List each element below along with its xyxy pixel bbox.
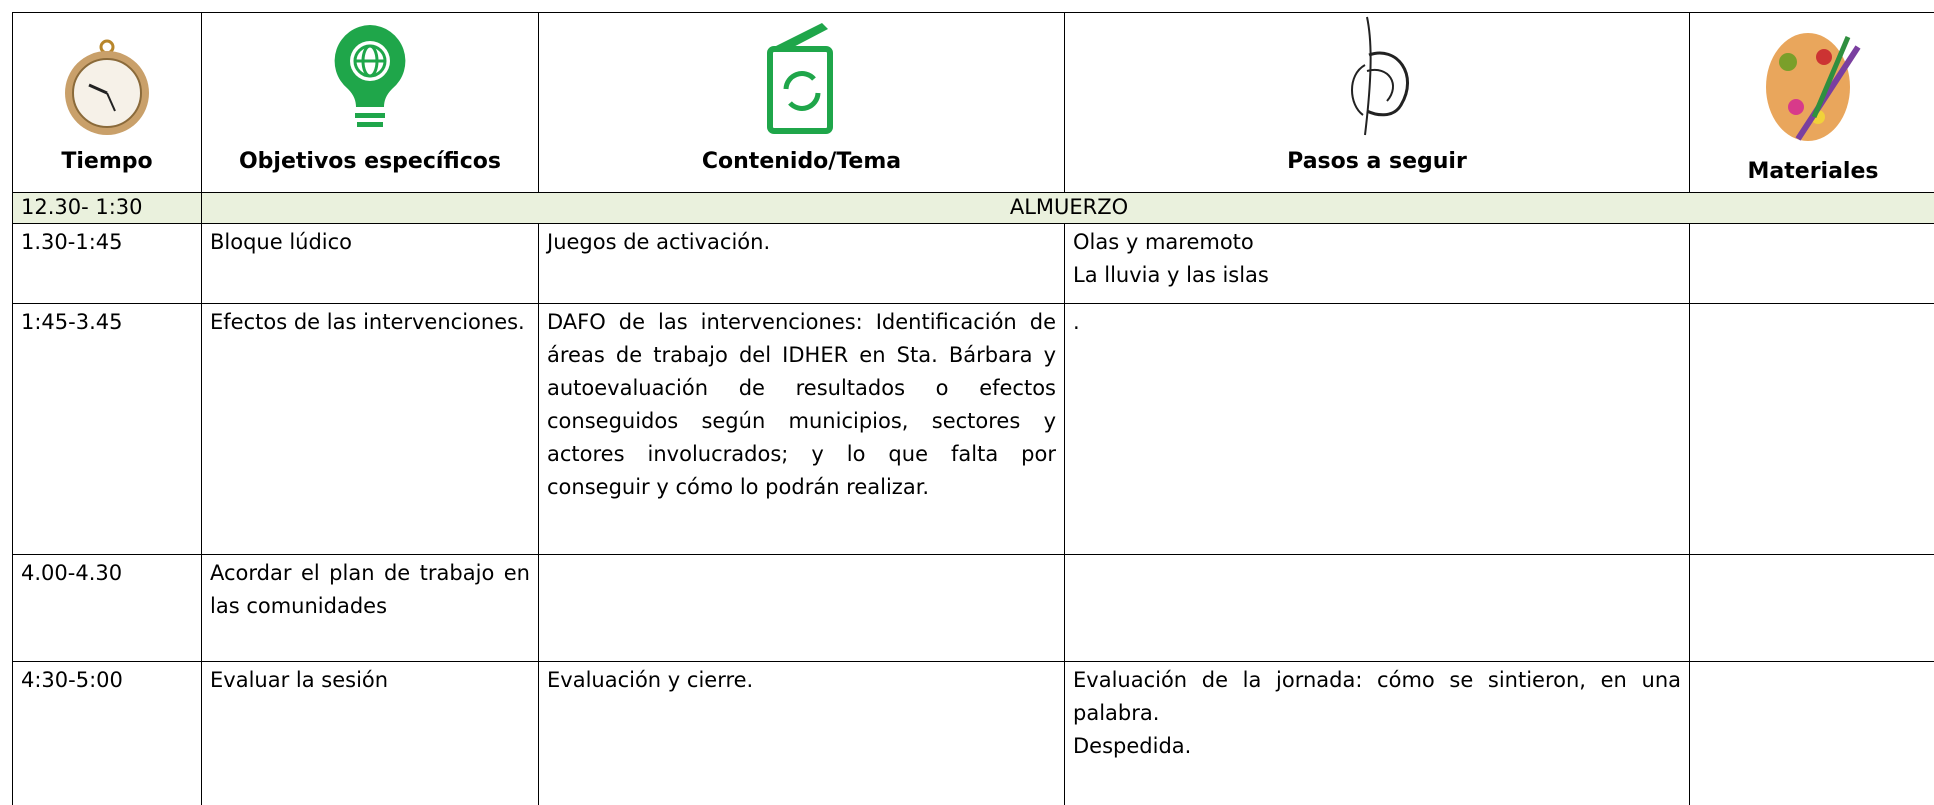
- table-cell: Juegos de activación.: [538, 223, 1065, 304]
- table-cell: [1689, 554, 1934, 662]
- cell-line: Evaluación de la jornada: cómo se sintie…: [1073, 668, 1681, 725]
- column-title: Pasos a seguir: [1287, 149, 1467, 174]
- table-cell: [1689, 661, 1934, 805]
- cell-line: La lluvia y las islas: [1073, 263, 1269, 287]
- table-cell: [1689, 303, 1934, 555]
- table-cell: 1.30-1:45: [12, 223, 202, 304]
- schedule-row: 1.30-1:45 Bloque lúdico Juegos de activaci…: [12, 223, 1934, 304]
- table-cell: 12.30- 1:30: [12, 192, 202, 224]
- schedule-row: 1:45-3.45 Efectos de las intervenciones. D…: [12, 303, 1934, 555]
- schedule-document: Tiempo Objetivos específicos Contenido/T…: [12, 12, 1934, 805]
- table-cell: Acordar el plan de trabajo en las comuni…: [201, 554, 539, 662]
- table-cell: [538, 554, 1065, 662]
- header-cell: Pasos a seguir: [1064, 12, 1690, 193]
- table-cell: 4.00-4.30: [12, 554, 202, 662]
- column-title: Tiempo: [61, 149, 153, 174]
- column-title: Objetivos específicos: [238, 149, 501, 174]
- bulb-icon: [334, 25, 406, 127]
- table-cell: DAFO de las intervenciones: Identificaci…: [538, 303, 1065, 555]
- table-cell: [1689, 223, 1934, 304]
- clock-icon: [65, 39, 149, 135]
- schedule-row: 4:30-5:00 Evaluar la sesión Evaluación y c…: [12, 661, 1934, 805]
- table-cell: Olas y maremoto La lluvia y las islas: [1064, 223, 1690, 304]
- table-cell: ALMUERZO: [201, 192, 1934, 224]
- table-cell: 4:30-5:00: [12, 661, 202, 805]
- header-cell: Contenido/Tema: [538, 12, 1065, 193]
- table-cell: Bloque lúdico: [201, 223, 539, 304]
- book-icon: [766, 23, 833, 134]
- table-cell: Evaluación de la jornada: cómo se sintie…: [1064, 661, 1690, 805]
- feather-icon: [1351, 16, 1409, 136]
- header-cell: Objetivos específicos: [201, 12, 539, 193]
- column-title: Contenido/Tema: [701, 149, 902, 174]
- table-cell: Efectos de las intervenciones.: [201, 303, 539, 555]
- table-cell: [1064, 554, 1690, 662]
- header-row: Tiempo Objetivos específicos Contenido/T…: [12, 12, 1934, 193]
- cell-line: Olas y maremoto: [1073, 230, 1254, 254]
- header-cell: Materiales: [1689, 12, 1934, 193]
- table-cell: Evaluar la sesión: [201, 661, 539, 805]
- cell-line: Despedida.: [1073, 734, 1192, 758]
- palette-icon: [1766, 33, 1861, 141]
- schedule-table: Tiempo Objetivos específicos Contenido/T…: [12, 12, 1934, 805]
- table-cell: 1:45-3.45: [12, 303, 202, 555]
- table-cell: Evaluación y cierre.: [538, 661, 1065, 805]
- header-cell: Tiempo: [12, 12, 202, 193]
- lunch-row: 12.30- 1:30 ALMUERZO: [12, 192, 1934, 224]
- schedule-row: 4.00-4.30 Acordar el plan de trabajo en l…: [12, 554, 1934, 662]
- column-title: Materiales: [1747, 159, 1879, 184]
- table-cell: .: [1064, 303, 1690, 555]
